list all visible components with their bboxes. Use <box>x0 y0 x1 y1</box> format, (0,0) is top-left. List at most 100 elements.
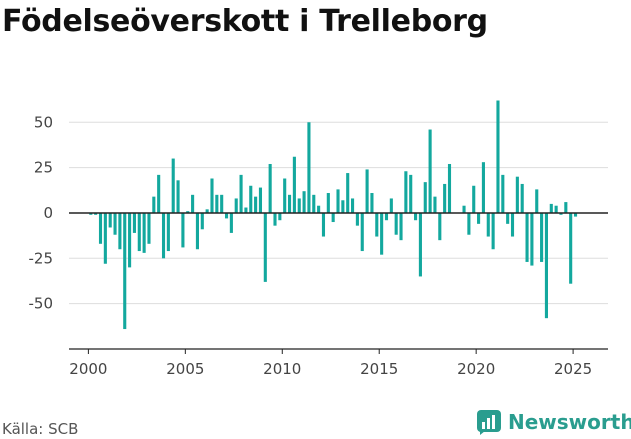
bar <box>302 191 306 213</box>
bar <box>549 203 553 213</box>
bar <box>341 200 345 213</box>
x-tick-label: 2000 <box>69 360 107 378</box>
bar <box>263 212 267 282</box>
bar <box>307 122 311 213</box>
bar <box>428 129 432 213</box>
bar <box>118 212 122 250</box>
bar <box>137 212 141 252</box>
bar <box>520 183 524 213</box>
bar <box>254 196 258 213</box>
bar <box>564 202 568 213</box>
bar <box>215 194 219 213</box>
bar <box>515 176 519 213</box>
x-tick-label: 2020 <box>457 360 495 378</box>
bar <box>351 198 355 213</box>
bar <box>103 212 107 264</box>
bar <box>423 182 427 213</box>
bar <box>292 156 296 213</box>
y-tick-label: -25 <box>29 249 54 267</box>
bar <box>501 174 505 213</box>
brand-logo[interactable]: Newsworthy <box>476 409 631 435</box>
bar <box>375 212 379 237</box>
bar <box>152 196 156 213</box>
bar <box>544 212 548 319</box>
bar <box>380 212 384 255</box>
bar <box>191 194 195 213</box>
x-tick-label: 2015 <box>360 360 398 378</box>
bar <box>486 212 490 237</box>
bar <box>108 212 112 228</box>
bar <box>205 209 209 213</box>
bar <box>510 212 515 237</box>
bar <box>467 212 471 235</box>
bar <box>161 212 166 259</box>
bar <box>128 212 132 268</box>
bar <box>472 185 476 213</box>
bar <box>409 174 413 213</box>
bar <box>438 212 442 241</box>
bar <box>462 205 466 213</box>
source-label: Källa: SCB <box>2 420 79 438</box>
bar <box>142 212 146 253</box>
bar <box>414 212 418 221</box>
bar <box>113 212 117 235</box>
brand-name: Newsworthy <box>508 410 631 434</box>
bar <box>200 212 204 230</box>
bar <box>224 212 229 219</box>
bar <box>89 212 93 215</box>
bar <box>123 212 127 330</box>
axes <box>69 212 608 354</box>
chart-title: Födelseöverskott i Trelleborg <box>2 4 488 39</box>
bar <box>171 158 175 213</box>
bar <box>394 212 398 235</box>
bar <box>98 212 103 244</box>
bar <box>244 207 248 213</box>
bar <box>321 212 326 237</box>
bar <box>506 212 510 224</box>
bars <box>89 100 578 330</box>
bar <box>326 193 330 213</box>
bar <box>365 169 369 213</box>
bar <box>297 198 301 213</box>
bar <box>554 205 558 213</box>
bar <box>477 212 481 224</box>
bar <box>166 212 170 252</box>
bar <box>210 178 214 213</box>
bar <box>399 212 403 241</box>
bar <box>481 162 485 213</box>
bar <box>278 212 282 221</box>
y-tick-label: 0 <box>43 204 53 222</box>
x-tick-label: 2010 <box>263 360 301 378</box>
bar <box>147 212 151 244</box>
bar <box>229 212 233 233</box>
bar <box>573 212 578 217</box>
bar <box>220 194 224 213</box>
bar <box>94 212 98 215</box>
x-tick-label: 2025 <box>554 360 592 378</box>
bar <box>239 174 243 213</box>
bar <box>258 187 263 213</box>
bar <box>496 100 500 213</box>
bar <box>389 198 393 213</box>
x-tick-label: 2005 <box>166 360 204 378</box>
bar <box>331 212 335 223</box>
bar <box>404 171 408 213</box>
bar <box>176 180 180 213</box>
y-tick-label: 50 <box>34 113 53 131</box>
bar <box>535 189 539 213</box>
bar <box>287 194 292 213</box>
bar <box>346 173 350 213</box>
bar <box>317 205 321 213</box>
bar <box>181 212 185 248</box>
y-tick-label: 25 <box>34 159 53 177</box>
y-tick-labels: 50 25 0 -25 -50 <box>29 113 54 312</box>
bar <box>273 212 277 226</box>
bar <box>283 178 287 213</box>
y-tick-label: -50 <box>29 295 54 313</box>
bar <box>234 198 238 213</box>
bar <box>336 189 340 213</box>
bar <box>559 212 563 215</box>
x-tick-labels: 2000 2005 2010 2015 2020 2025 <box>69 360 592 378</box>
bar <box>249 185 253 213</box>
